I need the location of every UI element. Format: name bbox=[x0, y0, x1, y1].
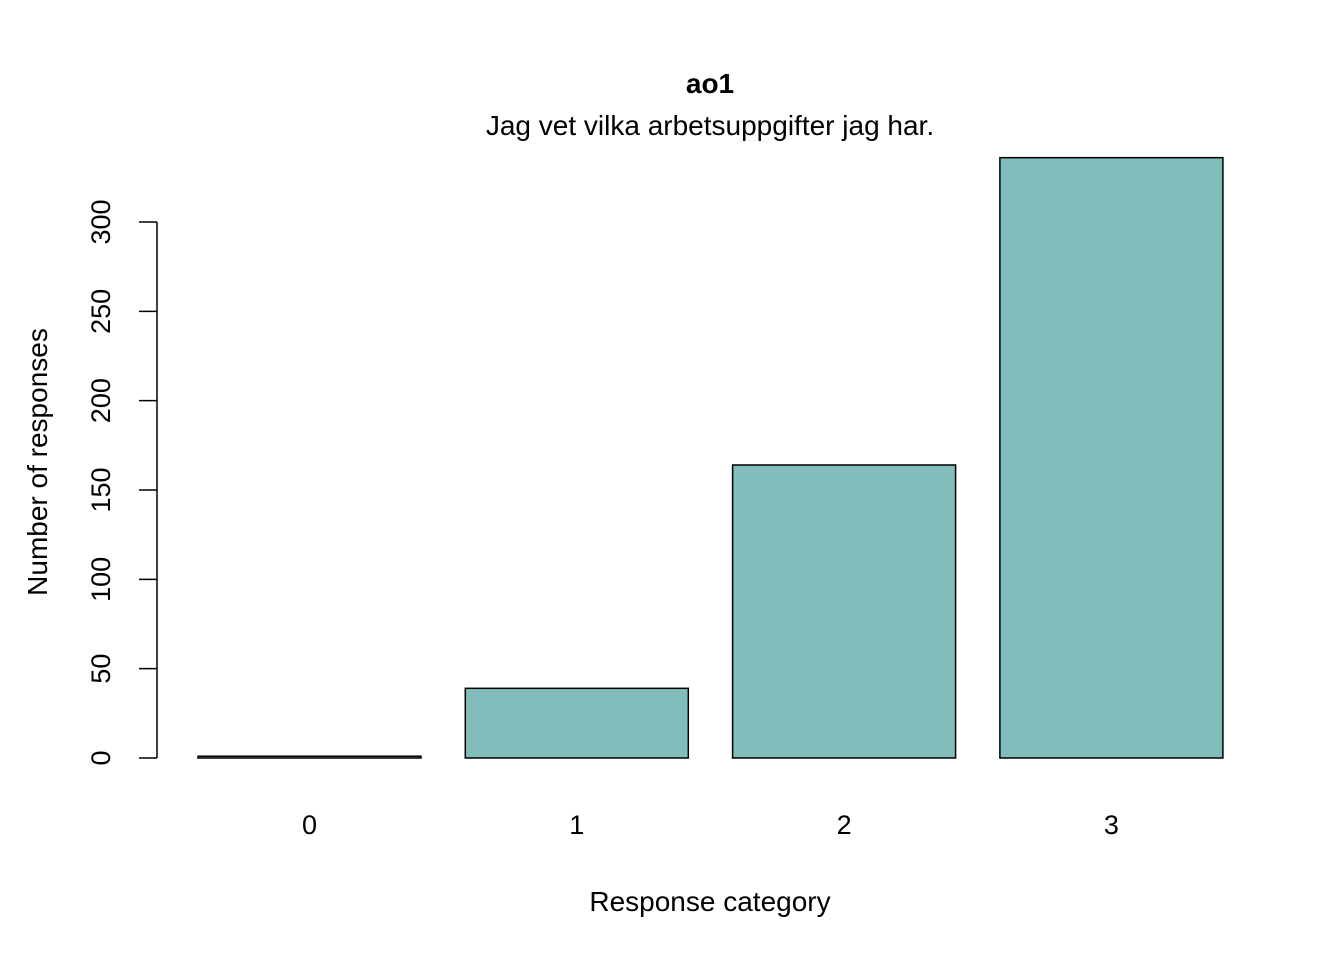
y-tick-label: 0 bbox=[86, 750, 116, 765]
y-tick-label: 250 bbox=[86, 289, 116, 334]
x-axis-label: Response category bbox=[589, 886, 830, 917]
y-tick-label: 200 bbox=[86, 378, 116, 423]
y-tick-label: 50 bbox=[86, 654, 116, 684]
y-tick-label: 100 bbox=[86, 557, 116, 602]
y-tick-label: 300 bbox=[86, 199, 116, 244]
bar-2 bbox=[731, 464, 957, 759]
bar-0 bbox=[197, 755, 422, 759]
chart-title: ao1 bbox=[686, 68, 734, 99]
y-tick-label: 150 bbox=[86, 467, 116, 512]
bar-1 bbox=[464, 687, 690, 759]
bar-3 bbox=[999, 156, 1224, 759]
y-axis-label: Number of responses bbox=[22, 328, 53, 596]
x-tick-label: 1 bbox=[569, 810, 584, 840]
x-axis-ticks: 0 1 2 3 bbox=[302, 810, 1119, 840]
x-tick-label: 2 bbox=[837, 810, 852, 840]
x-tick-label: 3 bbox=[1104, 810, 1119, 840]
bars bbox=[197, 156, 1224, 759]
y-axis: 0 50 100 150 200 250 300 bbox=[86, 199, 158, 766]
chart-subtitle: Jag vet vilka arbetsuppgifter jag har. bbox=[486, 110, 934, 141]
x-tick-label: 0 bbox=[302, 810, 317, 840]
